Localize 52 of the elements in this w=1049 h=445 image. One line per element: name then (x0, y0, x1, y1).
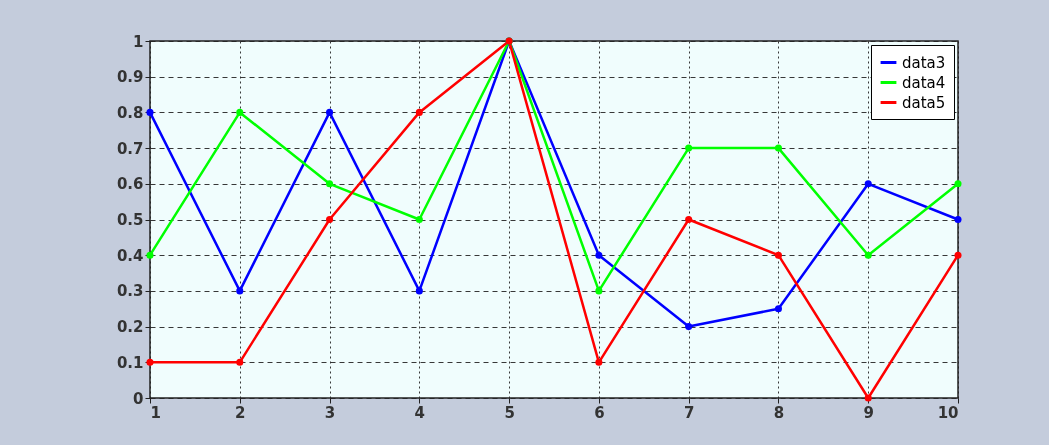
point (326, 180, 334, 188)
x-tick-label: 10 (937, 403, 959, 422)
x-tick-label: 3 (324, 403, 336, 422)
point (236, 287, 244, 295)
x-tick-label: 2 (235, 403, 246, 422)
line-series (146, 37, 962, 402)
legend-label: data3 (902, 53, 946, 72)
y-tick-label: 0.8 (116, 103, 144, 122)
point (954, 180, 962, 188)
point (864, 394, 872, 402)
point (954, 251, 962, 259)
point (146, 108, 154, 116)
x-tick-label: 4 (414, 403, 426, 422)
x-tick-label: 1 (150, 403, 161, 422)
point (774, 305, 782, 313)
y-tick-label: 0 (133, 389, 144, 408)
point (595, 251, 603, 259)
x-tick-label: 5 (504, 403, 515, 422)
point (774, 251, 782, 259)
y-tick-label: 0.2 (116, 318, 144, 337)
y-tick-label: 0.5 (116, 211, 144, 229)
point (326, 108, 334, 116)
point (236, 108, 244, 116)
point (415, 287, 423, 295)
y-tick-label: 0.6 (116, 175, 144, 194)
point (326, 215, 334, 224)
x-tick-label: 7 (683, 403, 695, 422)
point (774, 144, 782, 152)
point (685, 215, 693, 224)
x-tick-label: 9 (863, 403, 874, 422)
point (415, 108, 423, 116)
point (415, 215, 423, 224)
point (954, 215, 962, 224)
point (146, 251, 154, 259)
point (685, 323, 693, 331)
point (864, 180, 872, 188)
y-tick-label: 0.1 (116, 353, 144, 372)
y-tick-label: 0.9 (116, 68, 144, 87)
y-tick-label: 0.7 (116, 139, 144, 158)
point (595, 358, 603, 366)
x-tick-label: 8 (773, 403, 785, 422)
point (595, 287, 603, 295)
legend-label: data4 (902, 73, 946, 92)
point (864, 251, 872, 259)
point (685, 144, 693, 152)
point (236, 358, 244, 366)
point (146, 358, 154, 366)
y-tick-label: 0.4 (116, 246, 144, 265)
legend-label: data5 (902, 93, 946, 112)
y-tick-label: 0.3 (116, 282, 144, 301)
x-tick-label: 6 (594, 403, 605, 422)
y-tick-label: 1 (133, 32, 144, 51)
